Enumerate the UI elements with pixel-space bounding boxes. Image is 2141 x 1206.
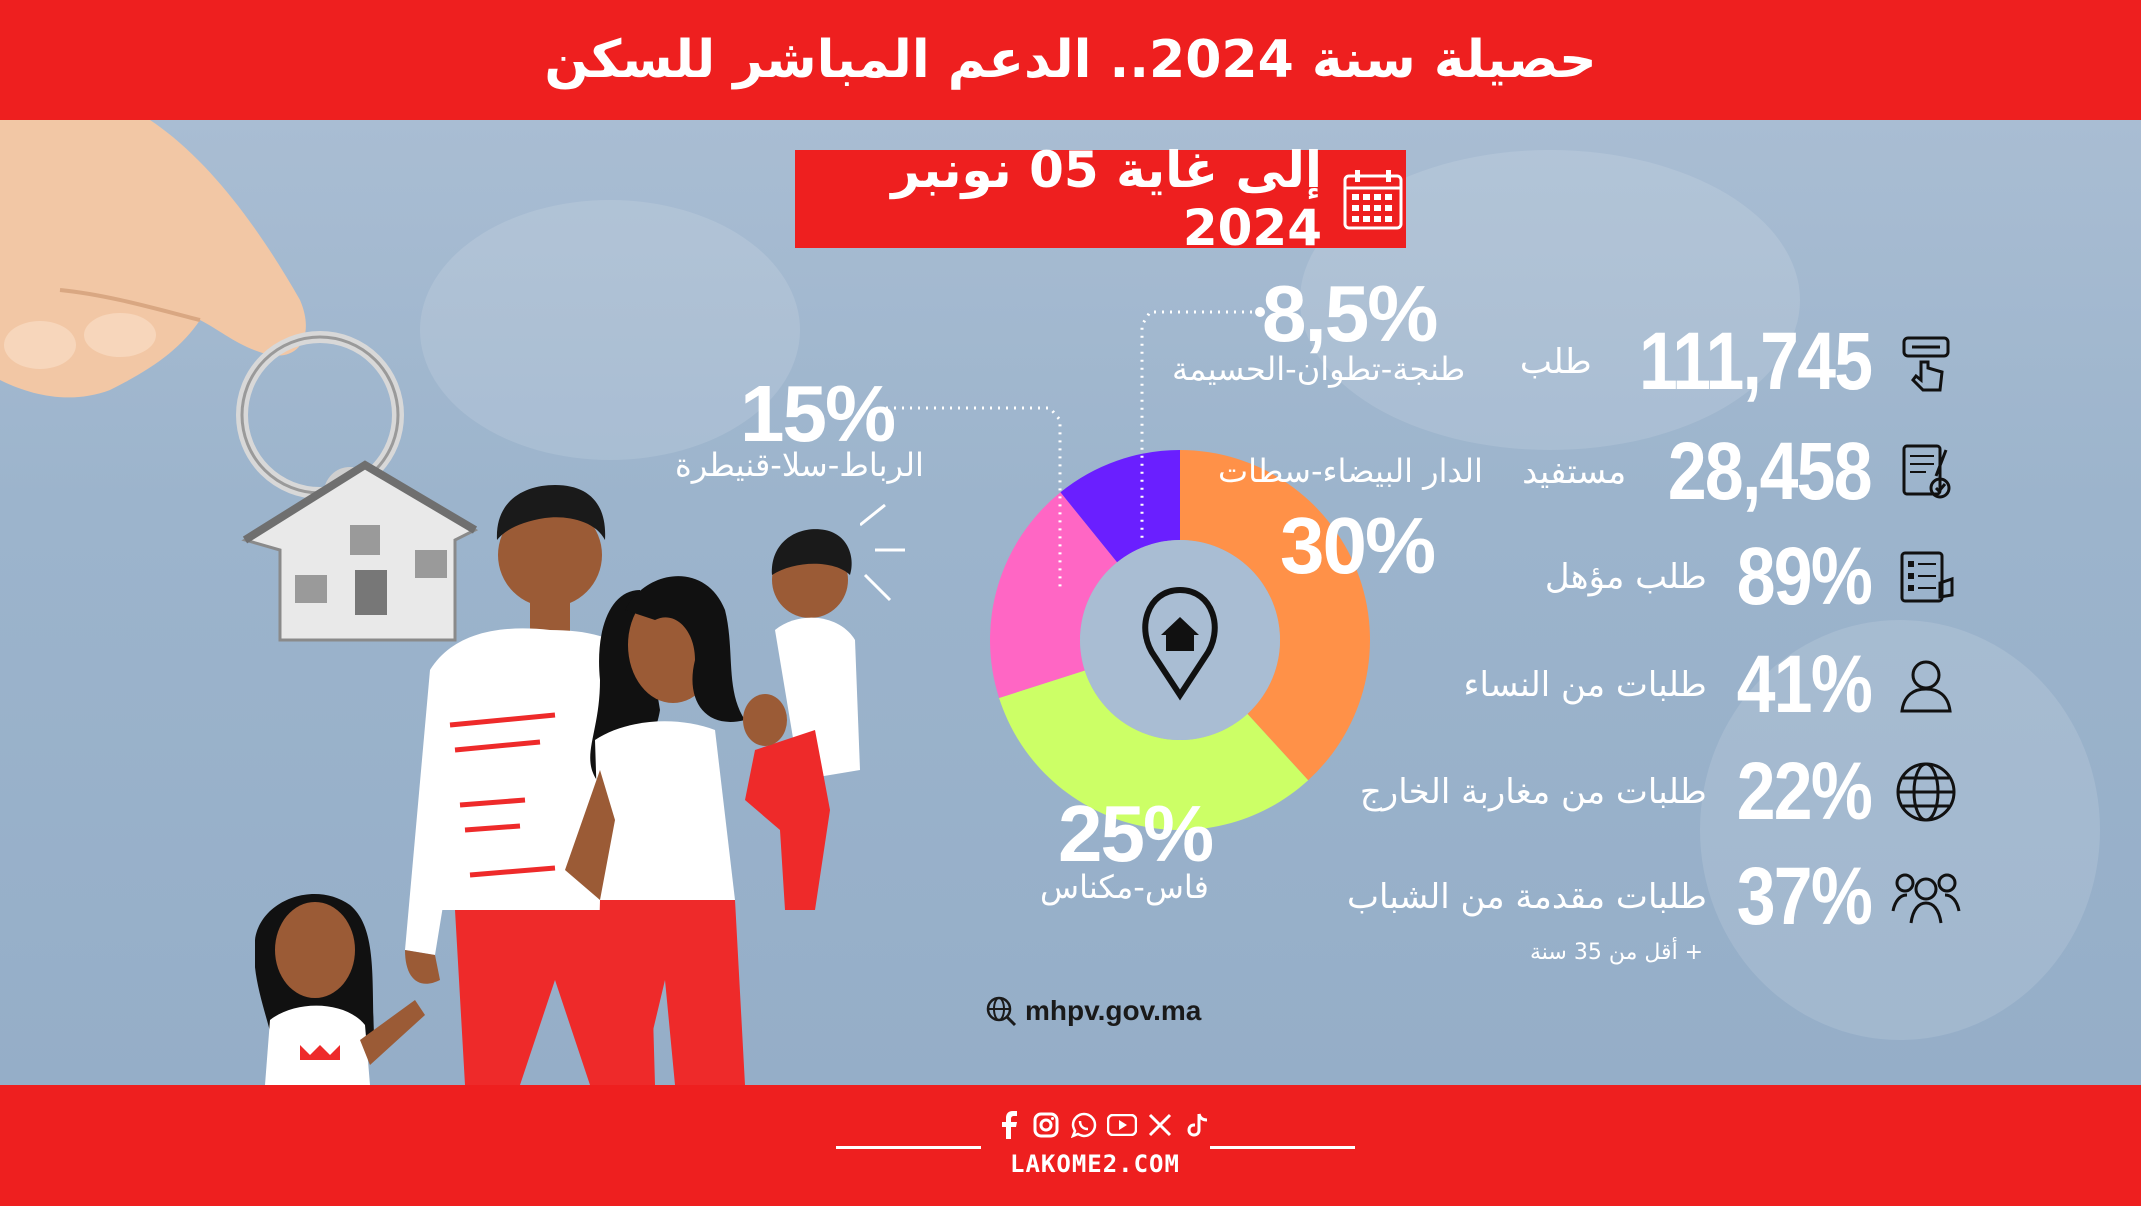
house-keychain-illustration [0, 120, 479, 642]
region-fes-value: 25% [1058, 789, 1214, 878]
checklist-icon [1891, 542, 1961, 612]
slice-casablanca [1180, 450, 1370, 781]
globe-icon [1891, 757, 1961, 827]
stat-eligible: 89% طلب مؤهل [1545, 530, 1961, 624]
globe-search-icon [985, 995, 1017, 1027]
footer-divider-left [836, 1146, 981, 1149]
slice-rabat [990, 492, 1118, 698]
stat-youth-value: 37% [1736, 851, 1873, 942]
stat-abroad-value: 22% [1736, 746, 1873, 837]
stat-youth: 37% طلبات مقدمة من الشباب [1347, 850, 1961, 944]
person-icon [1891, 650, 1961, 720]
stat-women-value: 41% [1736, 639, 1873, 730]
stat-abroad: 22% طلبات من مغاربة الخارج [1360, 745, 1961, 839]
sparkle-lines [860, 503, 905, 602]
chart-leader-lines [880, 307, 1265, 590]
brand-text: LAKOME2.COM [1010, 1150, 1180, 1178]
region-fes-label: فاس-مكناس [1040, 868, 1209, 906]
touch-screen-icon [1891, 327, 1961, 397]
slice-tangier [1060, 450, 1180, 563]
home-location-icon [1142, 586, 1218, 701]
document-check-icon [1891, 437, 1961, 507]
footer-divider-right [1210, 1146, 1355, 1149]
region-tangier-label: طنجة-تطوان-الحسيمة [1172, 350, 1466, 388]
region-donut-chart [990, 450, 1370, 830]
stat-requests: 111,745 طلب [1520, 315, 1961, 409]
youtube-icon[interactable] [1107, 1110, 1137, 1140]
footer-bar [0, 1085, 2141, 1206]
region-tangier-value: 8,5% [1262, 269, 1438, 358]
stat-eligible-label: طلب مؤهل [1544, 557, 1707, 597]
x-icon[interactable] [1145, 1110, 1175, 1140]
region-casablanca-label: الدار البيضاء-سطات [1218, 452, 1483, 490]
whatsapp-icon[interactable] [1069, 1110, 1099, 1140]
page-title: حصيلة سنة 2024.. الدعم المباشر للسكن [544, 30, 1597, 90]
stat-women: 41% طلبات من النساء [1463, 638, 1961, 732]
instagram-icon[interactable] [1031, 1110, 1061, 1140]
calendar-icon [1340, 166, 1406, 232]
stat-abroad-label: طلبات من مغاربة الخارج [1359, 772, 1707, 812]
family-illustration [255, 485, 860, 1085]
stat-women-label: طلبات من النساء [1463, 665, 1707, 705]
stat-beneficiaries-label: مستفيد [1522, 452, 1627, 492]
stat-eligible-value: 89% [1736, 531, 1873, 622]
region-casablanca-value: 30% [1280, 501, 1436, 590]
facebook-icon[interactable] [993, 1110, 1023, 1140]
title-bar: حصيلة سنة 2024.. الدعم المباشر للسكن [0, 0, 2141, 120]
tiktok-icon[interactable] [1183, 1110, 1213, 1140]
stat-youth-label: طلبات مقدمة من الشباب [1346, 877, 1707, 917]
stat-youth-note: + أقل من 35 سنة [1530, 940, 1704, 965]
website-link[interactable]: mhpv.gov.ma [985, 995, 1201, 1027]
stat-requests-label: طلب [1519, 342, 1592, 382]
region-rabat-label: الرباط-سلا-قنيطرة [675, 446, 924, 484]
slice-fes [999, 670, 1309, 830]
group-icon [1891, 862, 1961, 932]
website-text: mhpv.gov.ma [1025, 995, 1202, 1026]
date-banner: إلى غاية 05 نونبر 2024 [795, 141, 1406, 257]
social-links [993, 1110, 1213, 1140]
region-rabat-value: 15% [740, 369, 896, 458]
date-text: إلى غاية 05 نونبر 2024 [891, 141, 1322, 257]
stat-requests-value: 111,745 [1638, 316, 1873, 407]
stat-beneficiaries-value: 28,458 [1668, 426, 1873, 517]
stat-beneficiaries: 28,458 مستفيد [1522, 425, 1961, 519]
